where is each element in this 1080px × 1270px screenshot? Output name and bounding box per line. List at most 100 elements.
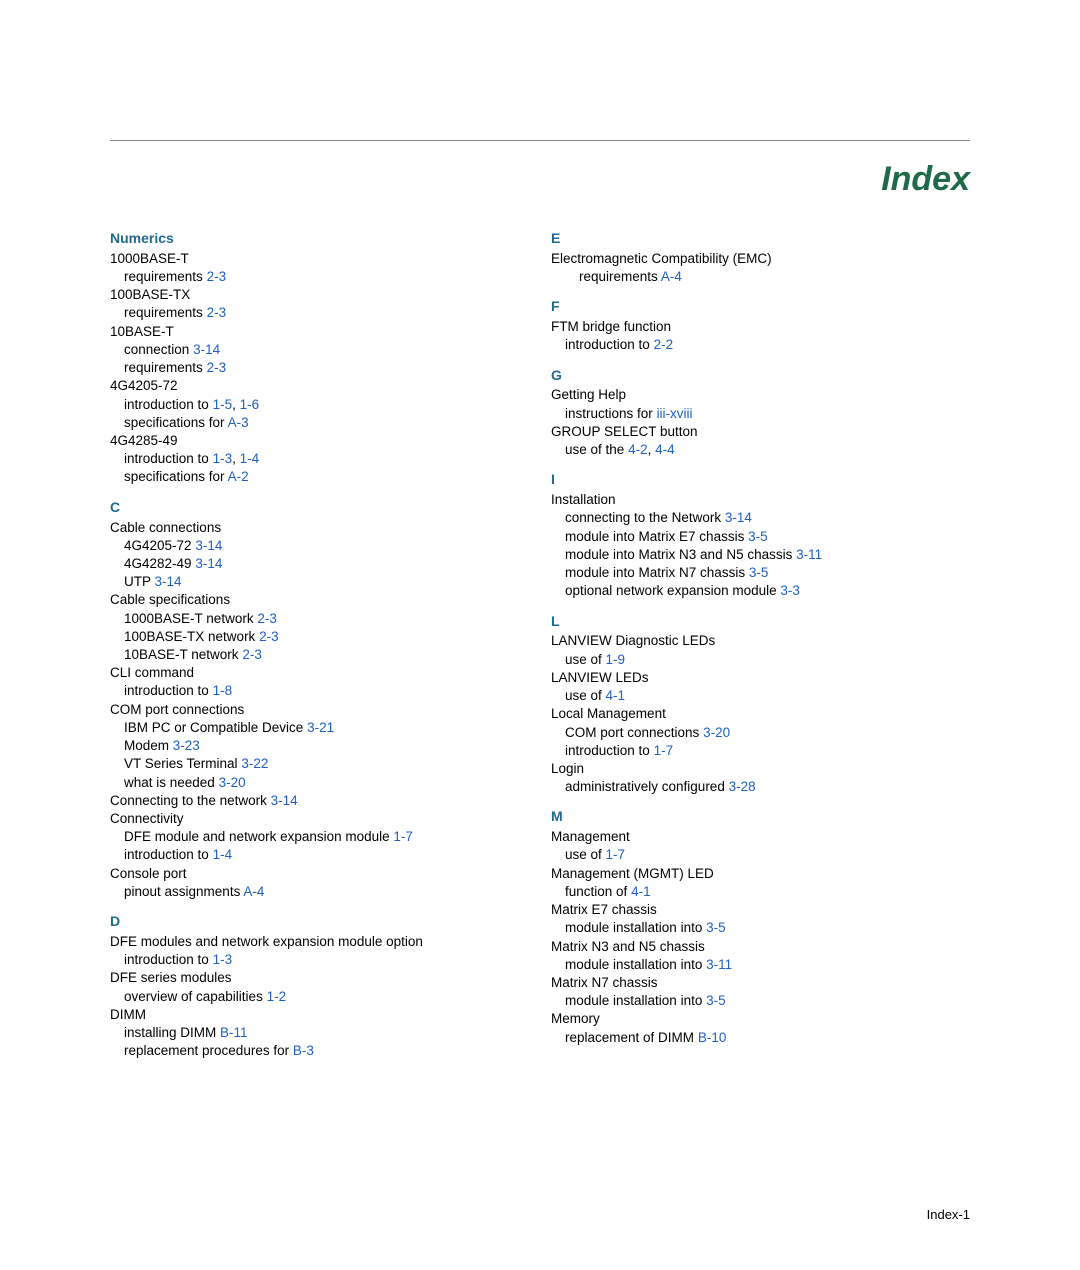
page-reference-link[interactable]: iii-xviii: [657, 406, 693, 421]
entry-text: Getting Help: [551, 387, 626, 402]
entry-text: GROUP SELECT button: [551, 424, 698, 439]
page-reference-link[interactable]: 1-8: [213, 683, 233, 698]
page-reference-link[interactable]: A-4: [661, 269, 682, 284]
page-reference-link[interactable]: 1-9: [606, 652, 626, 667]
entry-text: 4G4285-49: [110, 433, 178, 448]
page-reference-link[interactable]: 1-6: [240, 397, 260, 412]
entry-text: requirements: [124, 269, 203, 284]
section-heading: I: [551, 470, 970, 489]
page-reference-link[interactable]: B-11: [220, 1025, 248, 1040]
index-entry: requirements 2-3: [110, 304, 529, 322]
entry-text: DFE series modules: [110, 970, 232, 985]
entry-text: module installation into: [565, 957, 702, 972]
index-entry: introduction to 1-8: [110, 682, 529, 700]
page-reference-link[interactable]: 1-5: [213, 397, 233, 412]
entry-text: introduction to: [124, 952, 209, 967]
entry-text: module into Matrix N7 chassis: [565, 565, 745, 580]
page-reference-link[interactable]: 3-22: [241, 756, 268, 771]
page-reference-link[interactable]: 1-7: [606, 847, 626, 862]
index-entry: GROUP SELECT button: [551, 423, 970, 441]
page-reference-link[interactable]: 2-2: [654, 337, 674, 352]
right-column: EElectromagnetic Compatibility (EMC)requ…: [551, 229, 970, 1061]
index-entry: Management (MGMT) LED: [551, 865, 970, 883]
index-entry: 4G4285-49: [110, 432, 529, 450]
page-reference-link[interactable]: 2-3: [207, 305, 227, 320]
page-reference-link[interactable]: B-10: [698, 1030, 727, 1045]
entry-text: introduction to: [565, 337, 650, 352]
index-entry: replacement procedures for B-3: [110, 1042, 529, 1060]
page-reference-link[interactable]: 4-4: [655, 442, 675, 457]
entry-text: introduction to: [124, 397, 209, 412]
index-entry: installing DIMM B-11: [110, 1024, 529, 1042]
index-entry: Console port: [110, 865, 529, 883]
page-reference-link[interactable]: 3-5: [706, 920, 726, 935]
page-reference-link[interactable]: 3-14: [193, 342, 220, 357]
entry-text: DFE module and network expansion module: [124, 829, 390, 844]
page-reference-link[interactable]: 3-14: [195, 556, 222, 571]
page-reference-link[interactable]: 2-3: [257, 611, 277, 626]
page-reference-link[interactable]: A-3: [228, 415, 249, 430]
page-reference-link[interactable]: 3-23: [173, 738, 200, 753]
entry-text: 4G4205-72: [110, 378, 178, 393]
page-reference-link[interactable]: 4-1: [606, 688, 626, 703]
index-entry: VT Series Terminal 3-22: [110, 755, 529, 773]
index-entry: Login: [551, 760, 970, 778]
page-reference-link[interactable]: 3-11: [796, 547, 822, 562]
page-reference-link[interactable]: 4-2: [628, 442, 648, 457]
page-reference-link[interactable]: 3-20: [703, 725, 730, 740]
index-entry: Local Management: [551, 705, 970, 723]
index-entry: Matrix N3 and N5 chassis: [551, 938, 970, 956]
entry-text: module into Matrix E7 chassis: [565, 529, 744, 544]
entry-text: 100BASE-TX network: [124, 629, 255, 644]
entry-text: connecting to the Network: [565, 510, 721, 525]
index-entry: DFE series modules: [110, 969, 529, 987]
section-heading: F: [551, 297, 970, 316]
entry-text: Login: [551, 761, 584, 776]
entry-text: introduction to: [124, 451, 209, 466]
page-title: Index: [110, 157, 970, 203]
index-entry: Connecting to the network 3-14: [110, 792, 529, 810]
page-reference-link[interactable]: 3-14: [725, 510, 752, 525]
index-entry: Cable connections: [110, 519, 529, 537]
page-reference-link[interactable]: 3-21: [307, 720, 334, 735]
page-reference-link[interactable]: 3-11: [706, 957, 732, 972]
page-reference-link[interactable]: 1-4: [240, 451, 260, 466]
entry-text: use of: [565, 688, 602, 703]
page-reference-link[interactable]: 3-14: [155, 574, 182, 589]
page-reference-link[interactable]: 2-3: [259, 629, 279, 644]
entry-text: introduction to: [124, 847, 209, 862]
page-reference-link[interactable]: 1-2: [267, 989, 287, 1004]
page-reference-link[interactable]: A-2: [228, 469, 249, 484]
index-entry: connecting to the Network 3-14: [551, 509, 970, 527]
page-reference-link[interactable]: 3-14: [271, 793, 298, 808]
index-entry: Installation: [551, 491, 970, 509]
page-reference-link[interactable]: 1-7: [393, 829, 413, 844]
entry-text: Local Management: [551, 706, 666, 721]
page-reference-link[interactable]: 3-3: [780, 583, 800, 598]
page-reference-link[interactable]: B-3: [293, 1043, 314, 1058]
entry-text: Electromagnetic Compatibility (EMC): [551, 251, 772, 266]
page-reference-link[interactable]: 3-5: [706, 993, 726, 1008]
page-reference-link[interactable]: 2-3: [242, 647, 262, 662]
page-reference-link[interactable]: 3-5: [749, 565, 769, 580]
section-heading: E: [551, 229, 970, 248]
page-reference-link[interactable]: 1-7: [654, 743, 674, 758]
page-reference-link[interactable]: A-4: [243, 884, 264, 899]
page-reference-link[interactable]: 2-3: [207, 269, 227, 284]
index-entry: introduction to 1-5, 1-6: [110, 396, 529, 414]
entry-text: FTM bridge function: [551, 319, 671, 334]
page-reference-link[interactable]: 3-28: [729, 779, 756, 794]
index-entry: what is needed 3-20: [110, 774, 529, 792]
left-column: Numerics1000BASE-Trequirements 2-3100BAS…: [110, 229, 529, 1061]
page-reference-link[interactable]: 1-3: [213, 952, 233, 967]
page-reference-link[interactable]: 1-3: [213, 451, 233, 466]
page-reference-link[interactable]: 1-4: [213, 847, 233, 862]
page-reference-link[interactable]: 4-1: [631, 884, 651, 899]
entry-text: introduction to: [124, 683, 209, 698]
page-reference-link[interactable]: 3-20: [219, 775, 246, 790]
entry-text: 1000BASE-T network: [124, 611, 254, 626]
page-reference-link[interactable]: 3-14: [195, 538, 222, 553]
index-entry: FTM bridge function: [551, 318, 970, 336]
page-reference-link[interactable]: 2-3: [207, 360, 227, 375]
page-reference-link[interactable]: 3-5: [748, 529, 768, 544]
